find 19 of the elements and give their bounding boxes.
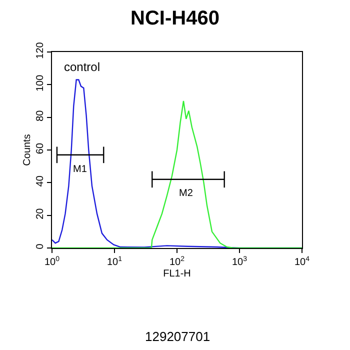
- x-axis-title: FL1-H: [163, 268, 191, 280]
- x-tick-label: 10$^{1}$: [106, 256, 122, 268]
- chart-title: NCI-H460: [130, 8, 220, 30]
- y-tick-label: 80: [35, 110, 46, 122]
- x-tick-label: 10$^{2}$: [169, 256, 185, 268]
- y-tick-label: 60: [35, 142, 46, 154]
- y-tick-label: 40: [35, 175, 46, 187]
- annotation: control: [64, 60, 100, 74]
- text: 129207701: [145, 329, 210, 344]
- annotation: M1: [73, 164, 88, 175]
- x-tick-label: 10$^{4}$: [294, 256, 310, 268]
- annotation: M2: [179, 188, 194, 199]
- y-axis-title: Counts: [22, 134, 33, 166]
- y-tick-label: 0: [35, 243, 46, 250]
- x-tick-label: 10$^{3}$: [232, 256, 248, 268]
- x-tick-label: 10$^{0}$: [44, 256, 60, 268]
- y-tick-label: 100: [35, 74, 46, 92]
- y-tick-label: 120: [35, 42, 46, 59]
- y-tick-label: 20: [35, 208, 46, 220]
